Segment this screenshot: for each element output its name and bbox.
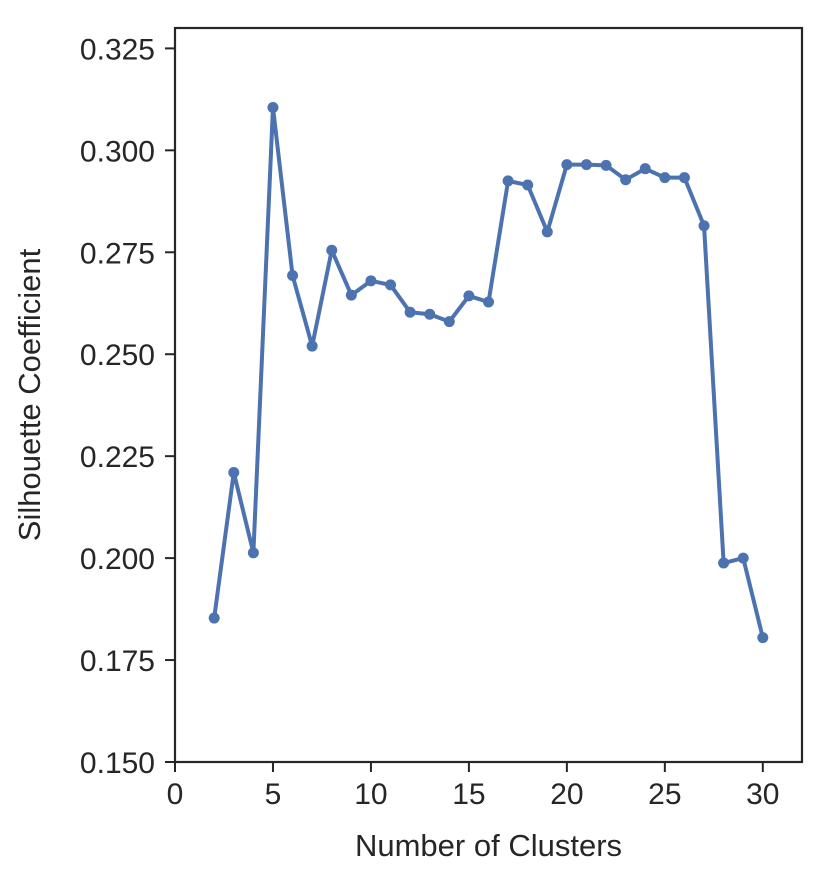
series-layer bbox=[208, 102, 769, 644]
data-point bbox=[580, 159, 592, 171]
data-point bbox=[228, 466, 240, 478]
data-point bbox=[600, 159, 612, 171]
data-point bbox=[424, 308, 436, 320]
y-tick-label: 0.200 bbox=[80, 543, 155, 576]
data-point bbox=[698, 220, 710, 232]
data-point bbox=[718, 557, 730, 569]
x-axis-label: Number of Clusters bbox=[355, 828, 622, 863]
data-point bbox=[737, 552, 749, 564]
data-point bbox=[678, 172, 690, 184]
data-point bbox=[345, 289, 357, 301]
x-tick-label: 0 bbox=[167, 778, 184, 811]
data-point bbox=[247, 547, 259, 559]
data-point bbox=[287, 270, 299, 282]
x-tick-label: 15 bbox=[452, 778, 485, 811]
data-point bbox=[522, 179, 534, 191]
x-axis: 0 5 10 15 20 25 30 bbox=[167, 762, 780, 811]
y-tick-label: 0.225 bbox=[80, 441, 155, 474]
y-tick-label: 0.300 bbox=[80, 135, 155, 168]
data-point bbox=[365, 275, 377, 287]
data-point bbox=[208, 612, 220, 624]
data-point bbox=[659, 172, 671, 184]
x-tick-label: 10 bbox=[354, 778, 387, 811]
y-tick-label: 0.275 bbox=[80, 237, 155, 270]
data-point bbox=[639, 163, 651, 175]
data-point bbox=[306, 340, 318, 352]
y-axis-label: Silhouette Coefficient bbox=[12, 248, 47, 541]
data-point bbox=[561, 159, 573, 171]
data-point bbox=[267, 102, 279, 114]
x-tick-label: 25 bbox=[648, 778, 681, 811]
y-axis: 0.150 0.175 0.200 0.225 0.250 0.275 0.300 0.325 bbox=[80, 33, 175, 780]
plot-frame bbox=[173, 26, 804, 764]
data-point bbox=[541, 226, 553, 238]
data-point bbox=[620, 174, 632, 186]
y-tick-label: 0.250 bbox=[80, 339, 155, 372]
y-tick-label: 0.150 bbox=[80, 747, 155, 780]
data-point bbox=[502, 175, 514, 187]
data-point bbox=[483, 296, 494, 308]
x-tick-label: 30 bbox=[746, 778, 779, 811]
y-tick-label: 0.175 bbox=[80, 645, 155, 678]
x-tick-label: 5 bbox=[265, 778, 282, 811]
data-point bbox=[757, 632, 769, 644]
data-point bbox=[463, 290, 475, 302]
data-point bbox=[443, 316, 455, 328]
data-point bbox=[404, 306, 416, 318]
data-point bbox=[385, 279, 397, 291]
y-tick-label: 0.325 bbox=[80, 33, 155, 66]
data-point bbox=[326, 244, 338, 256]
x-tick-label: 20 bbox=[550, 778, 583, 811]
